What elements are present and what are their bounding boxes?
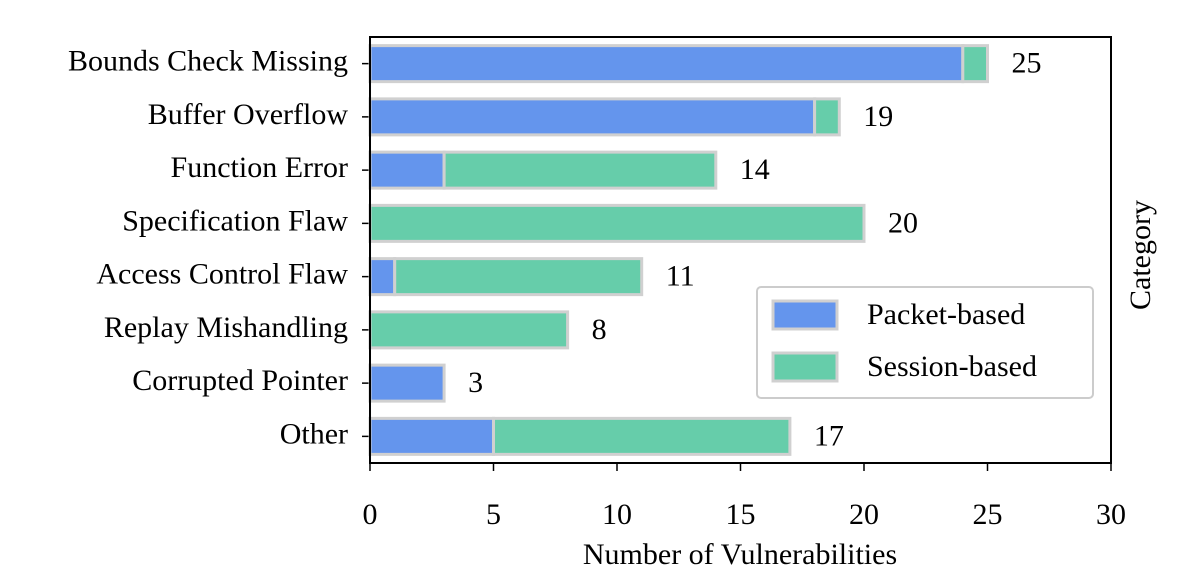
legend-label: Packet-based	[867, 298, 1025, 331]
y-axis-label: Category	[1124, 200, 1157, 310]
y-tick-label: Replay Mishandling	[104, 311, 348, 344]
total-label: 19	[863, 100, 893, 133]
bar-segment	[368, 203, 866, 243]
x-tick-label: 0	[363, 498, 378, 531]
legend-swatch	[771, 299, 839, 331]
y-tick-label: Function Error	[171, 151, 348, 184]
total-label: 17	[814, 419, 844, 452]
bar-segment	[368, 363, 446, 403]
legend-label: Session-based	[867, 350, 1037, 383]
plot-frame	[369, 36, 1112, 464]
legend-box	[756, 286, 1094, 399]
bar-segment	[813, 97, 841, 137]
x-tick-label: 5	[486, 498, 501, 531]
y-tick-label: Corrupted Pointer	[132, 364, 348, 397]
x-tick-label: 10	[602, 498, 632, 531]
x-tick-label: 30	[1096, 498, 1126, 531]
y-tick-label: Access Control Flaw	[96, 258, 348, 291]
bar-segment	[393, 257, 644, 297]
legend-swatch	[771, 351, 839, 383]
total-label: 20	[888, 206, 918, 239]
x-tick-label: 20	[849, 498, 879, 531]
total-label: 11	[666, 260, 695, 293]
x-tick-label: 25	[973, 498, 1003, 531]
bar-segment	[368, 257, 397, 297]
x-tick-label: 15	[726, 498, 756, 531]
x-axis-label: Number of Vulnerabilities	[583, 538, 897, 571]
bar-segment	[961, 44, 989, 84]
total-label: 3	[468, 366, 483, 399]
y-tick-label: Other	[280, 417, 348, 450]
bar-segment	[368, 416, 495, 456]
bar-segment	[492, 416, 792, 456]
bar-segment	[368, 310, 570, 350]
y-tick-label: Specification Flaw	[122, 204, 348, 237]
y-tick-label: Buffer Overflow	[148, 98, 349, 131]
total-label: 8	[592, 313, 607, 346]
bar-segment	[368, 44, 965, 84]
bar-segment	[368, 97, 817, 137]
bar-segment	[442, 150, 718, 190]
total-label: 14	[740, 153, 770, 186]
bar-segment	[368, 150, 446, 190]
total-label: 25	[1012, 47, 1042, 80]
y-tick-label: Bounds Check Missing	[68, 45, 348, 78]
